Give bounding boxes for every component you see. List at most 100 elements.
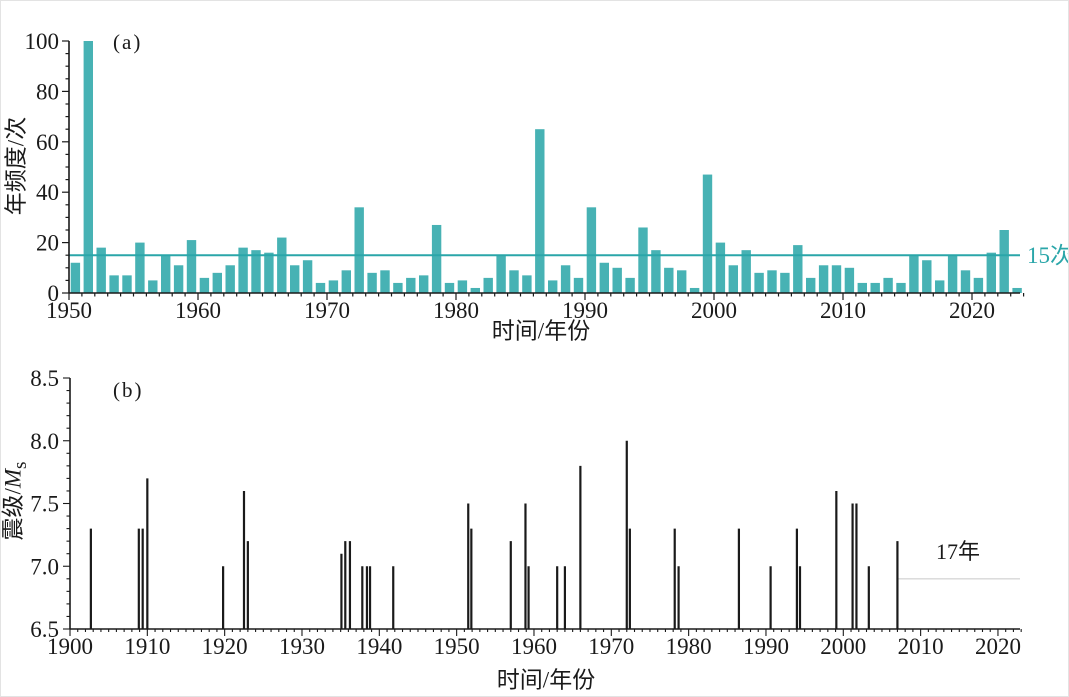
tick-label: 1960 — [175, 298, 221, 323]
frequency-bar — [251, 250, 261, 293]
frequency-bar — [83, 41, 93, 293]
frequency-bar — [677, 270, 687, 293]
frequency-bar — [844, 267, 855, 293]
frequency-bar — [496, 255, 506, 293]
frequency-bar — [702, 174, 713, 293]
frequency-bar — [341, 270, 351, 293]
panel-a-x-axis-title: 时间/年份 — [491, 318, 591, 344]
tick-label: 40 — [36, 180, 59, 205]
panel-b-magnitude-stem-chart: 1900 1910 1920 1930 1940 1950 1960 1970 1980 1990… — [30, 366, 1022, 659]
frequency-bar — [664, 267, 674, 293]
frequency-bar — [328, 280, 339, 293]
frequency-bar — [161, 255, 171, 293]
tick-label: 1940 — [356, 634, 402, 659]
frequency-bar — [960, 270, 971, 293]
frequency-bar — [1012, 287, 1022, 293]
tick-label: 0 — [48, 281, 60, 306]
frequency-bar — [689, 287, 700, 293]
panel-b-x-axis-title: 时间/年份 — [496, 667, 596, 693]
tick-label: 20 — [36, 231, 59, 256]
frequency-bar — [225, 265, 235, 293]
frequency-bar — [754, 272, 764, 293]
frequency-bar — [986, 252, 996, 293]
frequency-bar — [406, 277, 416, 293]
tick-label: 1970 — [588, 634, 634, 659]
frequency-bar — [367, 272, 377, 293]
frequency-bar — [444, 282, 455, 293]
frequency-bar — [883, 277, 893, 293]
tick-label: 100 — [25, 29, 60, 54]
tick-label: 1970 — [304, 298, 350, 323]
frequency-bar — [535, 129, 545, 293]
frequency-bar — [909, 255, 919, 293]
frequency-bar — [393, 282, 403, 293]
frequency-bar — [290, 265, 300, 293]
frequency-bar — [999, 230, 1009, 293]
tick-label: 60 — [36, 130, 59, 155]
frequency-bar — [870, 282, 880, 293]
tick-label: 1930 — [279, 634, 325, 659]
tick-label: 8.5 — [30, 366, 59, 391]
panel-b-label: (b) — [113, 378, 144, 402]
frequency-bar — [612, 267, 622, 293]
frequency-bar — [354, 207, 364, 293]
tick-label: 2010 — [820, 298, 866, 323]
tick-label: 6.5 — [30, 617, 59, 642]
frequency-bar — [509, 270, 519, 293]
frequency-bar — [586, 207, 597, 293]
frequency-bar — [315, 282, 326, 293]
frequency-bar — [947, 255, 958, 293]
panel-a-y-axis-title: 年频度/次 — [3, 116, 29, 216]
tick-label: 2000 — [691, 298, 737, 323]
frequency-bar — [651, 250, 661, 293]
tick-label: 2000 — [820, 634, 866, 659]
frequency-bar — [135, 242, 145, 293]
tick-label: 7.0 — [30, 554, 59, 579]
frequency-bar — [199, 277, 210, 293]
frequency-bar — [831, 265, 842, 293]
magnitude-symbol: M — [0, 468, 26, 489]
magnitude-label-prefix: 震级/ — [0, 488, 26, 541]
frequency-bar — [896, 282, 906, 293]
frequency-bar — [522, 275, 532, 293]
tick-label: 1990 — [743, 634, 789, 659]
frequency-bar — [264, 252, 274, 293]
frequency-bar — [212, 272, 222, 293]
frequency-bar — [715, 242, 726, 293]
frequency-bar — [457, 280, 468, 293]
frequency-bar — [96, 247, 106, 293]
frequency-bar — [767, 270, 777, 293]
gap-annotation-label: 17年 — [935, 539, 981, 564]
frequency-bar — [793, 245, 803, 293]
frequency-bar — [935, 280, 945, 293]
tick-label: 1920 — [202, 634, 248, 659]
tick-label: 1960 — [511, 634, 557, 659]
frequency-bar — [380, 270, 390, 293]
panel-b-y-axis-title: 震级/Ms — [0, 461, 32, 541]
frequency-bar — [973, 277, 984, 293]
panel-a-annual-frequency-bar-chart: 1950 1960 1970 1980 1990 2000 2010 2020 0 20 40 60 8… — [25, 29, 1025, 323]
frequency-bar — [806, 277, 816, 293]
frequency-bar — [728, 265, 738, 293]
tick-label: 2010 — [898, 634, 944, 659]
frequency-bar — [922, 260, 932, 293]
tick-label: 1910 — [124, 634, 170, 659]
frequency-bar — [186, 240, 197, 293]
frequency-bar — [419, 275, 429, 293]
frequency-bar — [780, 272, 790, 293]
panel-a-label: (a) — [113, 30, 143, 54]
tick-label: 1950 — [46, 298, 92, 323]
frequency-bar — [238, 247, 248, 293]
frequency-bar — [470, 287, 480, 293]
frequency-bar — [625, 277, 635, 293]
frequency-bar — [638, 227, 648, 293]
frequency-bar — [560, 265, 571, 293]
tick-label: 2020 — [975, 634, 1021, 659]
magnitude-symbol-subscript: s — [10, 461, 32, 469]
tick-label: 1980 — [433, 298, 479, 323]
tick-label: 7.5 — [30, 492, 59, 517]
frequency-bar — [302, 260, 313, 293]
frequency-bar — [548, 280, 558, 293]
frequency-bar — [148, 280, 158, 293]
